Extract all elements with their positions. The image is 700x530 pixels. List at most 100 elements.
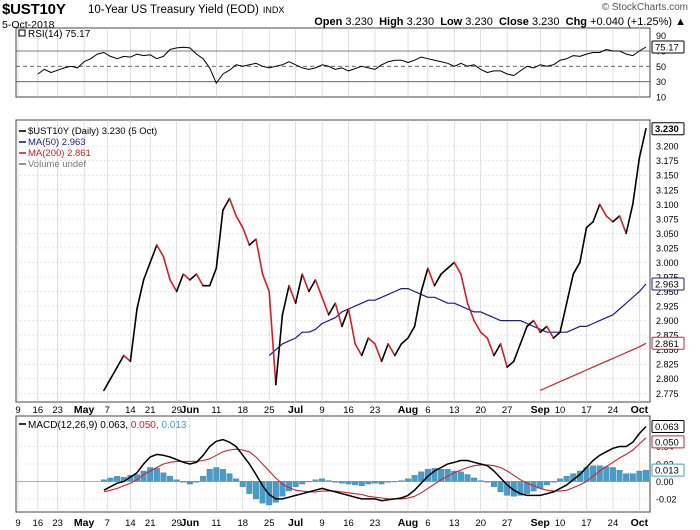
exchange-label: INDX — [262, 5, 285, 15]
macd-hist-bar-38 — [352, 481, 359, 486]
macd-hist-bar-39 — [358, 481, 365, 486]
price-frame — [15, 119, 651, 403]
x-label-bottom-10: 18 — [237, 518, 248, 529]
price-tick-1: 3.175 — [656, 156, 679, 166]
macd-hist-bar-30 — [299, 481, 306, 485]
x-label-top-5: 14 — [125, 405, 136, 416]
x-label-bottom-24: 24 — [608, 518, 619, 529]
x-label-bottom-23: 17 — [581, 518, 592, 529]
x-label-bottom-14: 16 — [343, 518, 354, 529]
ma50-line — [268, 283, 647, 356]
macd-legend: MACD(12,26,9) 0.063, 0.050, 0.013 — [28, 420, 187, 431]
price-tick-16: 2.800 — [656, 374, 679, 384]
macd-tick-3: -0.02 — [656, 494, 677, 504]
close-segment-43 — [380, 343, 389, 363]
x-label-top-6: 21 — [145, 405, 156, 416]
macd-legend-part-1: 0.063, — [100, 420, 131, 431]
x-label-top-9: 11 — [211, 405, 221, 416]
x-label-bottom-8: Jun — [181, 517, 200, 529]
x-label-bottom-25: Oct — [631, 517, 649, 529]
close-segment-80 — [625, 203, 634, 235]
close-segment-32 — [308, 279, 317, 293]
macd-hist-bar-20 — [233, 478, 240, 482]
macd-hist-bar-47 — [411, 475, 418, 482]
open-value: 3.230 — [345, 16, 373, 28]
close-segment-53 — [446, 261, 456, 270]
x-label-bottom-17: 6 — [425, 518, 430, 529]
macd-hist-bar-46 — [405, 478, 411, 482]
price-tick-5: 3.075 — [656, 214, 679, 224]
security-name-text: 10-Year US Treasury Yield (EOD) — [88, 4, 259, 16]
rsi-last-value: 75.17 — [655, 43, 679, 54]
close-segment-68 — [546, 325, 555, 339]
macd-hist-bar-29 — [292, 481, 299, 487]
close-segment-70 — [559, 302, 568, 334]
macd-hist-bar-55 — [464, 474, 471, 482]
macd-last-signal-box — [651, 435, 685, 449]
up-arrow-icon: ▲ — [675, 16, 686, 28]
close-segment-27 — [275, 313, 284, 386]
x-label-top-12: Jul — [288, 404, 303, 416]
close-segment-60 — [493, 343, 502, 357]
close-segment-57 — [473, 319, 482, 334]
macd-hist-bar-18 — [219, 469, 226, 482]
close-segment-15 — [195, 273, 204, 287]
macd-hist-bar-69 — [557, 478, 564, 482]
price-legend-label-1: MA(50) 2.963 — [28, 137, 86, 148]
macd-hist-bar-33 — [319, 478, 326, 482]
macd-hist-bar-17 — [213, 467, 220, 482]
close-segment-5 — [129, 308, 138, 363]
macd-hist-bar-74 — [590, 465, 597, 482]
chg-value: +0.040 (+1.25%) — [590, 16, 673, 28]
macd-legend-part-0: MACD(12,26,9) — [28, 420, 100, 431]
close-segment-33 — [314, 279, 323, 299]
x-label-bottom-20: 27 — [502, 518, 513, 529]
price-legend-label-0: $UST10Y (Daily) 3.230 (5 Oct) — [28, 126, 157, 137]
close-segment-48 — [413, 290, 423, 328]
chg-label: Chg — [565, 16, 588, 28]
low-value: 3.230 — [465, 16, 493, 28]
rsi-tick-4: 10 — [656, 93, 666, 103]
close-segment-63 — [512, 343, 522, 363]
rsi-frame — [15, 27, 651, 98]
macd-last-signal: 0.050 — [655, 437, 679, 448]
price-tick-7: 3.025 — [656, 243, 679, 253]
macd-hist-bar-21 — [239, 481, 246, 487]
macd-hist-bar-48 — [418, 471, 425, 482]
x-label-bottom-18: 13 — [449, 518, 460, 529]
close-segment-66 — [532, 319, 542, 334]
close-segment-76 — [598, 203, 608, 217]
close-segment-67 — [539, 325, 548, 334]
x-label-top-20: 27 — [502, 405, 513, 416]
rsi-last-value-box — [651, 40, 685, 54]
rsi-line — [37, 46, 647, 84]
macd-hist-bar-77 — [609, 467, 616, 482]
macd-last-macd-box — [651, 419, 685, 433]
x-label-bottom-15: 23 — [370, 518, 381, 529]
close-segment-79 — [618, 215, 627, 235]
x-label-bottom-7: 29 — [171, 518, 182, 529]
price-tick-4: 3.100 — [656, 200, 679, 210]
close-segment-2 — [109, 366, 118, 380]
macd-line — [103, 425, 647, 502]
close-segment-10 — [162, 255, 171, 281]
close-segment-18 — [215, 209, 224, 270]
close-segment-56 — [466, 302, 475, 322]
close-segment-1 — [103, 377, 112, 392]
macd-hist-bar-76 — [603, 466, 610, 482]
close-segment-49 — [420, 267, 429, 293]
macd-hist-bar-70 — [563, 476, 570, 482]
macd-last-macd: 0.063 — [655, 422, 679, 433]
x-label-top-22: 10 — [555, 405, 566, 416]
close-segment-30 — [294, 273, 304, 304]
close-segment-62 — [506, 360, 515, 368]
price-last-ma200-box — [651, 336, 685, 350]
close-segment-55 — [460, 273, 469, 304]
macd-hist-bar-42 — [378, 481, 385, 485]
close-segment-22 — [241, 226, 251, 246]
close-segment-59 — [486, 337, 495, 357]
x-label-top-21: Sep — [531, 404, 550, 416]
close-segment-72 — [572, 261, 581, 275]
close-label: Close — [498, 16, 529, 28]
